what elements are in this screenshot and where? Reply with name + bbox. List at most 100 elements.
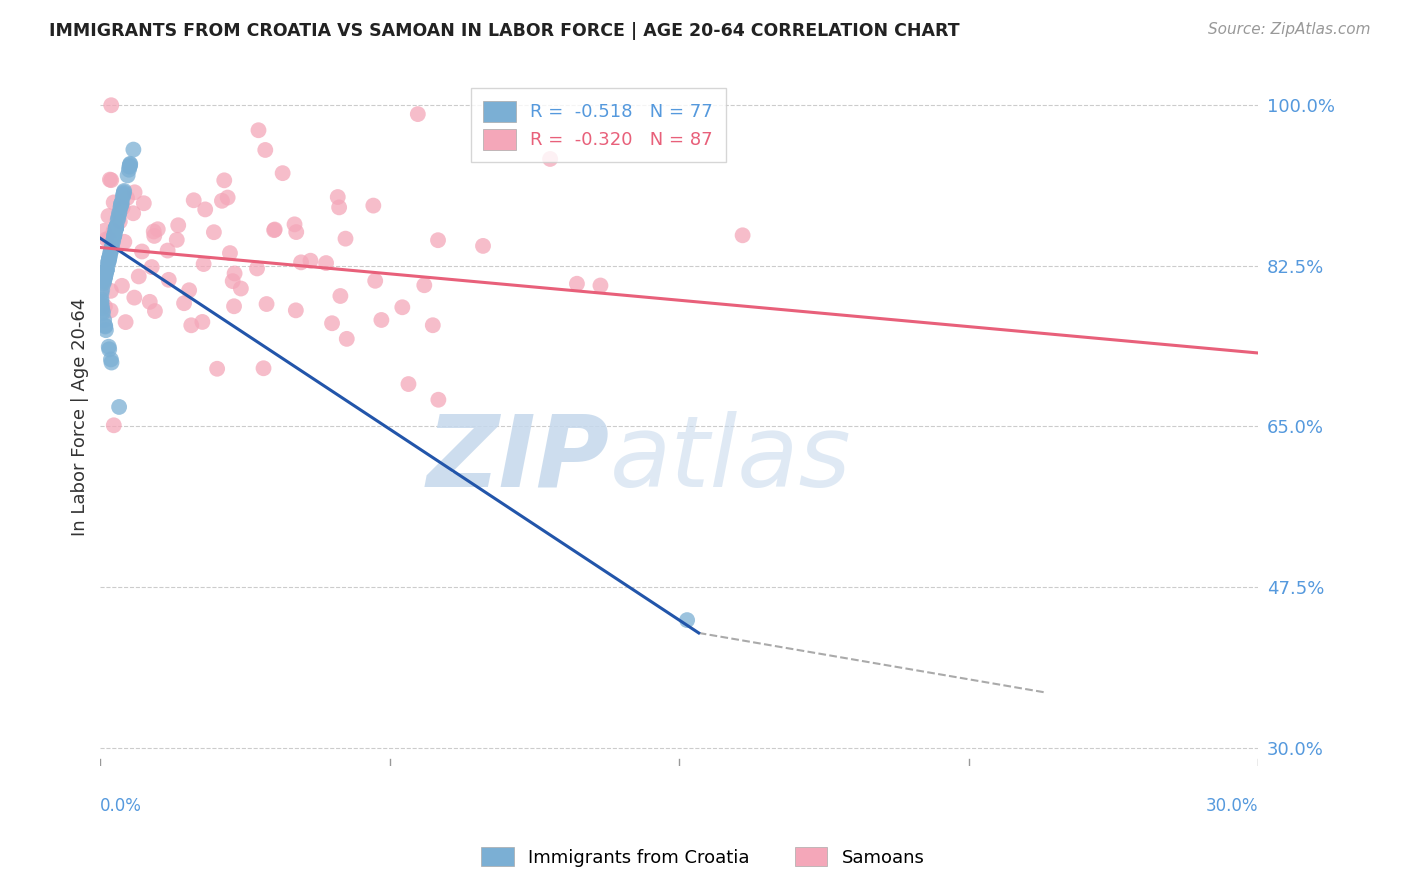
Point <box>104 221 127 235</box>
Point <box>284 303 307 318</box>
Point <box>101 235 124 250</box>
Point <box>115 191 138 205</box>
Point <box>108 207 131 221</box>
Point <box>139 294 162 309</box>
Point <box>142 224 165 238</box>
Point <box>370 313 392 327</box>
Point <box>98 172 121 186</box>
Point <box>112 184 135 198</box>
Point <box>229 281 252 295</box>
Point <box>191 315 214 329</box>
Point <box>98 251 121 265</box>
Point <box>212 173 235 187</box>
Point <box>112 188 135 202</box>
Text: Source: ZipAtlas.com: Source: ZipAtlas.com <box>1208 22 1371 37</box>
Point <box>363 198 385 212</box>
Point <box>98 343 121 357</box>
Point <box>105 220 128 235</box>
Point <box>110 199 132 213</box>
Point <box>589 278 612 293</box>
Point <box>103 233 125 247</box>
Point <box>118 157 141 171</box>
Point <box>103 228 125 243</box>
Point <box>100 98 122 112</box>
Point <box>271 166 294 180</box>
Point <box>103 224 125 238</box>
Point <box>103 228 125 243</box>
Point <box>100 243 122 257</box>
Point <box>118 162 141 177</box>
Point <box>91 304 114 318</box>
Point <box>111 278 134 293</box>
Point <box>183 194 205 208</box>
Point <box>205 361 228 376</box>
Point <box>143 304 166 318</box>
Text: atlas: atlas <box>610 410 852 508</box>
Point <box>97 340 120 354</box>
Point <box>299 253 322 268</box>
Point <box>246 261 269 276</box>
Point <box>336 332 359 346</box>
Point <box>98 249 121 263</box>
Point <box>91 306 114 320</box>
Point <box>91 301 114 315</box>
Point <box>114 315 136 329</box>
Point <box>96 263 118 277</box>
Point <box>315 256 337 270</box>
Point <box>107 211 129 225</box>
Point <box>100 241 122 255</box>
Point <box>132 196 155 211</box>
Point <box>252 361 274 376</box>
Point <box>731 228 754 243</box>
Point <box>100 284 122 298</box>
Point <box>103 230 125 244</box>
Point <box>94 318 117 333</box>
Point <box>100 352 122 367</box>
Point <box>110 201 132 215</box>
Point <box>98 251 121 265</box>
Point <box>217 190 239 204</box>
Point <box>328 200 350 214</box>
Point <box>100 303 122 318</box>
Point <box>108 214 131 228</box>
Point <box>422 318 444 333</box>
Point <box>110 196 132 211</box>
Point <box>565 277 588 291</box>
Point <box>180 318 202 333</box>
Point <box>91 283 114 297</box>
Point <box>103 195 125 210</box>
Point <box>406 107 429 121</box>
Point <box>124 186 146 200</box>
Point <box>107 213 129 227</box>
Point <box>110 196 132 211</box>
Point <box>96 263 118 277</box>
Point <box>364 274 387 288</box>
Point <box>97 254 120 268</box>
Point <box>94 268 117 283</box>
Point <box>194 202 217 217</box>
Point <box>398 377 420 392</box>
Point <box>247 123 270 137</box>
Point <box>100 173 122 187</box>
Point <box>90 286 112 301</box>
Point <box>173 296 195 310</box>
Point <box>105 219 128 234</box>
Point <box>538 152 561 166</box>
Point <box>254 143 277 157</box>
Point <box>100 244 122 259</box>
Point <box>97 254 120 268</box>
Point <box>326 190 349 204</box>
Point <box>118 159 141 173</box>
Point <box>285 225 308 239</box>
Point <box>110 196 132 211</box>
Point <box>90 293 112 307</box>
Point <box>193 257 215 271</box>
Point <box>117 169 139 183</box>
Legend: Immigrants from Croatia, Samoans: Immigrants from Croatia, Samoans <box>474 840 932 874</box>
Point <box>391 300 413 314</box>
Point <box>112 235 135 249</box>
Point <box>676 613 699 627</box>
Point <box>321 316 343 330</box>
Point <box>103 418 125 433</box>
Text: 30.0%: 30.0% <box>1206 797 1258 814</box>
